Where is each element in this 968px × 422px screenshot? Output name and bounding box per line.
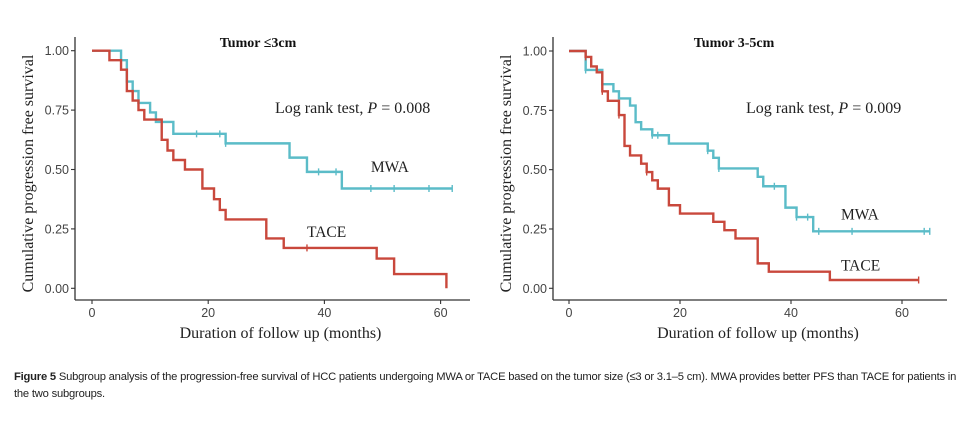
y-tick-label: 0.00 xyxy=(523,282,547,296)
series-label-mwa: MWA xyxy=(841,206,880,223)
y-tick-label: 0.50 xyxy=(523,163,547,177)
y-tick-label: 0.75 xyxy=(45,104,69,118)
km-curve-tace xyxy=(92,49,448,289)
x-tick-label: 40 xyxy=(784,306,798,320)
y-tick-label: 0.25 xyxy=(523,222,547,236)
series-label-tace: TACE xyxy=(307,224,346,241)
x-tick-label: 60 xyxy=(895,306,909,320)
y-axis-label: Cumulative progression free survival xyxy=(498,54,515,292)
km-chart-tumor-le-3cm: Tumor ≤3cm 0.00 0.25 0.50 0.75 1.00 0 20 40 60 Dur… xyxy=(20,36,470,342)
figure-caption-label: Figure 5 xyxy=(14,371,56,383)
log-rank-prefix: Log rank test, xyxy=(275,100,367,117)
chart-panel-tumor-3-5cm: Tumor 3-5cm 0.00 0.25 0.50 0.75 1.00 0 20 40 60 Du… xyxy=(478,0,962,350)
y-tick-label: 1.00 xyxy=(523,45,547,59)
p-value: = 0.008 xyxy=(377,100,430,117)
y-axis-label: Cumulative progression free survival xyxy=(20,54,37,292)
y-tick-label: 1.00 xyxy=(45,44,69,58)
x-tick-label: 0 xyxy=(89,306,96,320)
chart-title: Tumor 3-5cm xyxy=(694,36,775,51)
log-rank-annotation: Log rank test, P = 0.008 xyxy=(275,100,430,117)
p-symbol: P xyxy=(366,100,377,117)
series-label-tace: TACE xyxy=(841,258,880,275)
x-tick-label: 20 xyxy=(201,306,215,320)
km-curve-tace xyxy=(569,49,919,282)
y-tick-label: 0.00 xyxy=(45,282,69,296)
chart-title: Tumor ≤3cm xyxy=(220,36,297,51)
x-axis-label: Duration of follow up (months) xyxy=(657,325,859,342)
p-symbol: P xyxy=(837,100,848,117)
y-tick-label: 0.50 xyxy=(45,163,69,177)
x-tick-label: 0 xyxy=(566,306,573,320)
km-chart-tumor-3-5cm: Tumor 3-5cm 0.00 0.25 0.50 0.75 1.00 0 20 40 60 Du… xyxy=(498,36,947,342)
series-label-mwa: MWA xyxy=(371,159,410,176)
chart-panel-tumor-le-3cm: Tumor ≤3cm 0.00 0.25 0.50 0.75 1.00 0 20 40 60 Dur… xyxy=(0,0,484,350)
y-tick-label: 0.75 xyxy=(523,104,547,118)
x-axis-label: Duration of follow up (months) xyxy=(180,325,382,342)
p-value: = 0.009 xyxy=(848,100,901,117)
km-curve-mwa xyxy=(569,49,930,233)
log-rank-annotation: Log rank test, P = 0.009 xyxy=(746,100,901,117)
y-tick-label: 0.25 xyxy=(45,222,69,236)
figure-caption-text: Subgroup analysis of the progression-fre… xyxy=(14,371,957,400)
log-rank-prefix: Log rank test, xyxy=(746,100,838,117)
x-tick-label: 40 xyxy=(317,306,331,320)
x-tick-label: 20 xyxy=(673,306,687,320)
x-tick-label: 60 xyxy=(434,306,448,320)
figure-caption: Figure 5 Subgroup analysis of the progre… xyxy=(14,369,959,403)
